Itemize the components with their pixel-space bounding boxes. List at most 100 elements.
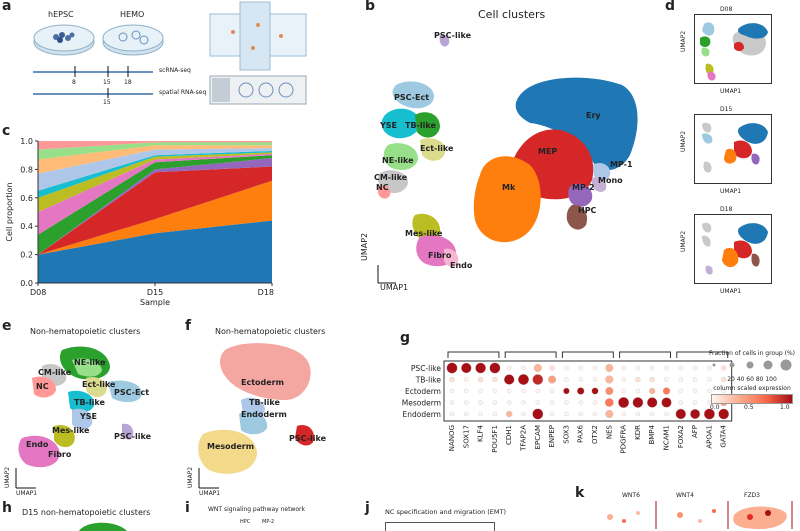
dot [578, 400, 583, 405]
dot [605, 375, 614, 384]
dot [446, 362, 458, 374]
mini-umap-d08: D08 UMAP2 UMAP1 [676, 4, 786, 99]
size-legend-title: Fraction of cells in group (%) [709, 350, 795, 357]
f-label-psc-like: PSC-like [289, 434, 327, 443]
cluster-label-ne-like: NE-like [382, 156, 414, 165]
dot [464, 377, 469, 382]
dot [532, 408, 544, 420]
dot [533, 363, 542, 372]
cluster-label-mp-1: MP-1 [610, 160, 633, 169]
color-legend-ticks: 0.0 0.5 1.0 [710, 404, 794, 412]
dot [635, 376, 641, 383]
dot [692, 377, 698, 382]
panel-e-title: Non-hematopoietic clusters [30, 327, 141, 336]
mini-umap-d15: D15 UMAP2 UMAP1 [676, 104, 786, 199]
dot [618, 397, 630, 408]
dot [591, 387, 599, 395]
column-label: OTX2 [591, 425, 599, 444]
y-tick-label: 0.0 [20, 279, 33, 288]
dot [492, 388, 498, 394]
dot [664, 411, 669, 417]
e-label-fibro: Fibro [48, 450, 72, 459]
y-tick-label: 1.0 [20, 137, 33, 146]
dot [604, 398, 614, 407]
dot [605, 410, 614, 419]
dot [518, 374, 529, 385]
column-label: CDH1 [505, 425, 513, 445]
dot [650, 365, 655, 371]
column-label: NES [605, 424, 613, 439]
dot [535, 388, 540, 394]
dot [563, 387, 570, 395]
dot [507, 400, 512, 405]
panel-j-box [385, 522, 495, 531]
size-legend-dots [712, 359, 792, 371]
panel-h-title: D15 non-hematopoietic clusters [22, 508, 151, 517]
area-series-5 [38, 153, 272, 235]
dish-hemo-label: HEMO [120, 10, 145, 19]
panel-h-label: h [2, 500, 12, 516]
panel-j-label: j [365, 500, 370, 516]
column-label: APOA1 [705, 425, 713, 449]
mini-title-d18: D18 [720, 206, 733, 213]
dot [521, 365, 526, 371]
column-label: FOXA2 [677, 425, 685, 448]
panel-f-ylabel: UMAP2 [187, 466, 194, 488]
panel-i-label: i [185, 500, 190, 516]
dot [692, 365, 698, 371]
dot [621, 365, 626, 371]
y-tick-label: 0.4 [20, 222, 33, 231]
cluster-label-hpc: HPC [578, 206, 597, 215]
panel-k-spatial-maps [594, 501, 793, 529]
panel-e-label: e [2, 318, 12, 334]
area-series-11 [38, 141, 272, 150]
mini-ylabel-d15: UMAP2 [680, 130, 687, 152]
dot [549, 411, 555, 417]
dot [647, 397, 658, 408]
dot [662, 387, 671, 395]
dot [664, 377, 669, 382]
column-label: BMP4 [648, 424, 656, 444]
cluster-label-mk: Mk [502, 183, 516, 192]
cluster-label-psc-like: PSC-like [434, 31, 472, 40]
column-label: ENPEP [548, 425, 556, 448]
group-bracket [676, 351, 729, 358]
dot [649, 376, 655, 383]
mini-umap-d08-plot [694, 14, 772, 84]
e-label-psc-ect: PSC-Ect [114, 388, 150, 397]
y-tick-label: 0.8 [20, 165, 33, 174]
color-tick-0: 0.0 [710, 404, 720, 411]
dot [635, 365, 641, 371]
dot [564, 377, 569, 382]
column-label: SOX17 [462, 425, 470, 448]
dot [692, 388, 698, 394]
dot [475, 362, 486, 374]
panel-g-label: g [400, 330, 411, 346]
dot [564, 400, 569, 405]
dot [703, 408, 715, 420]
mini-umap-d15-plot [694, 114, 772, 184]
group-bracket [447, 351, 500, 358]
dot [521, 388, 526, 394]
dot [449, 411, 455, 417]
e-label-yse: YSE [80, 412, 98, 421]
panel-j-title: NC specification and migration (EMT) [385, 508, 507, 516]
size-legend-ticks: 20 40 60 80 100 [727, 376, 777, 383]
mini-ylabel-d08: UMAP2 [680, 30, 687, 52]
cluster-label-mes-like: Mes-like [405, 229, 443, 238]
dot [461, 362, 472, 374]
f-label-endoderm: Endoderm [241, 410, 287, 419]
x-tick-label: D18 [258, 288, 274, 297]
dot [478, 376, 484, 383]
dot [532, 374, 544, 385]
f-label-ectoderm: Ectoderm [241, 378, 284, 387]
e-label-nc: NC [36, 382, 49, 391]
column-label: KLF4 [477, 424, 485, 442]
dot [449, 400, 455, 405]
column-label: POU5F1 [491, 425, 499, 453]
mini-title-d15: D15 [720, 106, 733, 113]
dot [675, 408, 686, 420]
panel-i-node-mp2: MP-2 [262, 519, 275, 525]
panel-a-schematic [33, 1, 307, 105]
dot [721, 365, 727, 371]
